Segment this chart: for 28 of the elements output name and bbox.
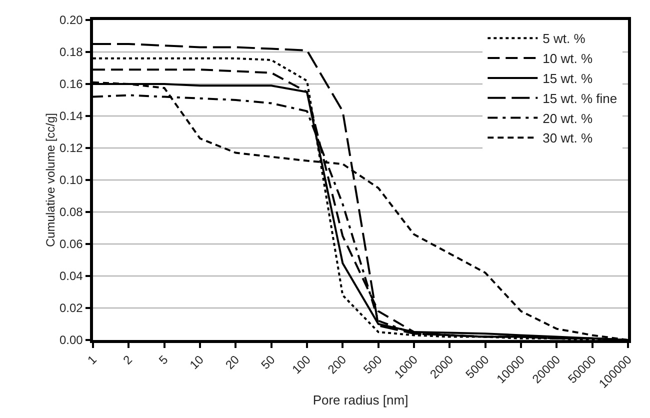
y-tick-label: 0.02 xyxy=(59,301,84,316)
y-tick-label: 0.14 xyxy=(59,109,84,124)
y-tick-label: 0.10 xyxy=(59,173,84,188)
x-tick-label: 50 xyxy=(258,352,278,372)
x-tick-label: 20 xyxy=(222,352,242,372)
x-tick-label: 200 xyxy=(324,352,350,377)
x-tick-label: 2 xyxy=(120,352,136,368)
y-tick-label: 0.00 xyxy=(59,333,84,348)
legend-label: 5 wt. % xyxy=(542,31,586,46)
y-tick-label: 0.08 xyxy=(59,205,84,220)
y-axis-title: Cumulative volume [cc/g] xyxy=(43,112,58,248)
x-tick-label: 1 xyxy=(84,352,100,368)
y-tick-label: 0.04 xyxy=(59,269,84,284)
legend-label: 30 wt. % xyxy=(542,130,593,146)
x-tick-label: 10 xyxy=(187,352,207,372)
legend-label: 10 wt. % xyxy=(542,51,593,66)
x-tick-label: 500 xyxy=(360,352,385,377)
legend-label: 15 wt. % xyxy=(542,71,593,86)
legend-label: 15 wt. % fine xyxy=(542,90,618,106)
y-tick-label: 0.16 xyxy=(59,77,84,92)
x-axis-title: Pore radius [nm] xyxy=(312,392,408,408)
y-tick-label: 0.20 xyxy=(59,13,84,28)
x-tick-label: 100 xyxy=(289,352,314,377)
legend-label: 20 wt. % xyxy=(542,110,593,126)
y-tick-label: 0.18 xyxy=(59,45,84,60)
y-tick-label: 0.06 xyxy=(59,237,84,252)
x-tick-label: 5 xyxy=(156,352,171,368)
y-tick-label: 0.12 xyxy=(59,141,84,156)
